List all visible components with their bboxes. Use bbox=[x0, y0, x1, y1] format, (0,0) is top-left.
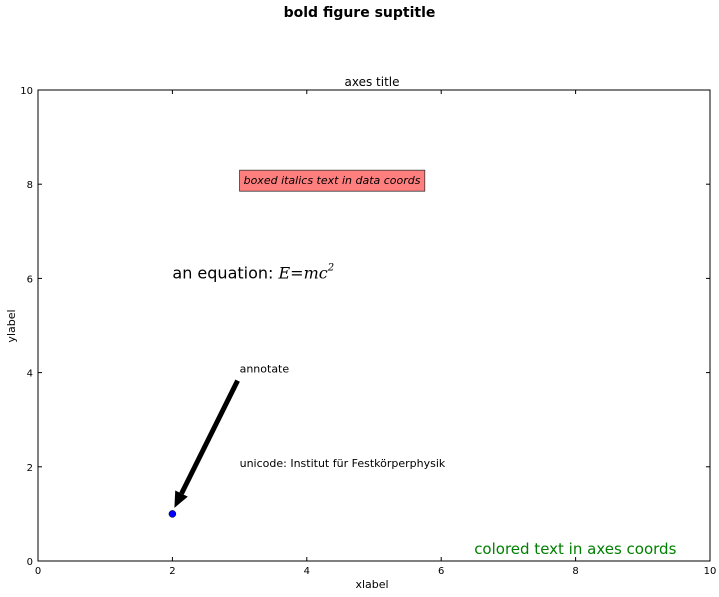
axes-frame bbox=[37, 89, 711, 562]
boxed-text-background bbox=[239, 169, 426, 192]
figure-suptitle: bold figure suptitle bbox=[283, 5, 436, 21]
y-axis-label: ylabel bbox=[5, 309, 18, 342]
data-point bbox=[168, 510, 177, 518]
y-tick-label: 8 bbox=[27, 180, 33, 191]
y-tick-label: 0 bbox=[27, 557, 33, 568]
y-tick-label: 6 bbox=[27, 274, 33, 285]
x-tick-label: 10 bbox=[704, 566, 717, 577]
x-tick-label: 4 bbox=[304, 566, 310, 577]
colored-axes-text: colored text in axes coords bbox=[474, 540, 676, 558]
boxed-italic-text: boxed italics text in data coords bbox=[244, 174, 421, 187]
y-tick-label: 2 bbox=[27, 463, 33, 474]
x-tick-label: 6 bbox=[438, 566, 444, 577]
x-axis-label: xlabel bbox=[355, 578, 388, 591]
annotations: boxed italics text in data coords an equ… bbox=[172, 169, 677, 558]
equation-math: E=mc bbox=[278, 263, 328, 282]
x-tick-label: 0 bbox=[35, 566, 41, 577]
unicode-text: unicode: Institut für Festkörperphysik bbox=[240, 457, 446, 470]
y-tick-label: 4 bbox=[27, 369, 33, 380]
annotate-arrow-shaft bbox=[179, 379, 240, 495]
chart-marks bbox=[168, 510, 177, 518]
y-tick-label: 10 bbox=[20, 86, 33, 97]
equation-prefix: an equation: bbox=[172, 263, 278, 282]
equation-text: an equation: E=mc2 bbox=[172, 262, 334, 282]
equation-exponent: 2 bbox=[327, 262, 334, 273]
annotate-arrow-head bbox=[174, 490, 188, 508]
annotate-text: annotate bbox=[240, 363, 290, 376]
y-ticks: 0 2 4 6 8 10 bbox=[20, 86, 710, 568]
x-tick-label: 2 bbox=[169, 566, 175, 577]
x-tick-label: 8 bbox=[572, 566, 578, 577]
x-ticks: 0 2 4 6 8 10 bbox=[35, 90, 717, 577]
axes-title: axes title bbox=[345, 75, 400, 89]
